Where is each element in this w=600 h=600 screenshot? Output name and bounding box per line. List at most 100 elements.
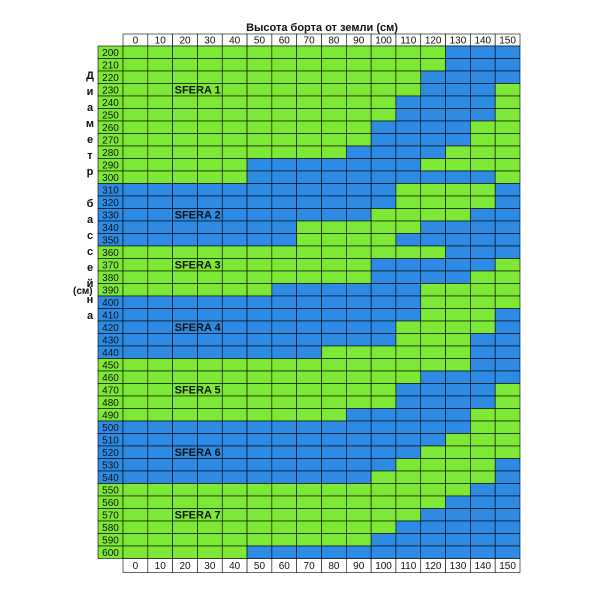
cell xyxy=(122,308,149,322)
zone-label: SFERA 7 xyxy=(175,510,221,522)
cell xyxy=(420,183,446,197)
cell xyxy=(346,58,372,72)
cell xyxy=(445,458,471,472)
cell xyxy=(147,158,173,172)
cell xyxy=(271,220,297,234)
cell xyxy=(395,45,422,59)
cell xyxy=(420,158,446,172)
cell xyxy=(494,170,521,184)
cell xyxy=(445,308,471,322)
cell xyxy=(296,520,322,534)
cell xyxy=(147,208,173,222)
cell xyxy=(395,95,422,109)
cell xyxy=(122,458,149,472)
cell xyxy=(172,158,198,172)
cell xyxy=(221,445,248,459)
cell xyxy=(445,358,471,372)
title: Высота борта от земли (см) xyxy=(246,22,398,34)
cell xyxy=(445,320,471,334)
cell xyxy=(122,420,149,434)
cell xyxy=(494,233,521,247)
cell xyxy=(122,295,149,309)
cell xyxy=(470,58,496,72)
cell xyxy=(494,470,521,484)
cell xyxy=(246,195,273,209)
cell xyxy=(271,295,297,309)
cell xyxy=(122,345,149,359)
cell xyxy=(122,270,149,284)
row-header: 500 xyxy=(102,423,119,434)
cell xyxy=(147,320,173,334)
cell xyxy=(296,258,322,272)
row-header: 430 xyxy=(102,335,119,346)
cell xyxy=(470,408,496,422)
cell xyxy=(494,408,521,422)
cell xyxy=(470,208,496,222)
cell xyxy=(370,70,397,84)
cell xyxy=(197,433,223,447)
cell xyxy=(271,458,297,472)
cell xyxy=(221,83,248,97)
cell xyxy=(420,533,446,547)
cell xyxy=(147,195,173,209)
column-header: 30 xyxy=(204,36,216,47)
cell xyxy=(147,220,173,234)
cell xyxy=(296,83,322,97)
cell xyxy=(221,320,248,334)
cell xyxy=(147,345,173,359)
cell xyxy=(494,183,521,197)
cell xyxy=(271,58,297,72)
cell xyxy=(346,245,372,259)
cell xyxy=(246,433,273,447)
row-header: 410 xyxy=(102,310,119,321)
cell xyxy=(221,395,248,409)
cell xyxy=(246,220,273,234)
cell xyxy=(197,220,223,234)
cell xyxy=(494,145,521,159)
cell xyxy=(420,320,446,334)
cell xyxy=(494,458,521,472)
cell xyxy=(221,483,248,497)
cell xyxy=(271,445,297,459)
cell xyxy=(221,308,248,322)
cell xyxy=(470,258,496,272)
cell xyxy=(172,408,198,422)
cell xyxy=(221,195,248,209)
cell xyxy=(296,545,322,559)
cell xyxy=(370,195,397,209)
cell xyxy=(420,370,446,384)
cell xyxy=(246,208,273,222)
cell xyxy=(494,120,521,134)
cell xyxy=(470,170,496,184)
cell xyxy=(296,45,322,59)
column-header: 130 xyxy=(450,36,467,47)
cell xyxy=(246,133,273,147)
column-header: 40 xyxy=(229,36,241,47)
cell xyxy=(147,45,173,59)
column-header: 150 xyxy=(499,36,516,47)
cell xyxy=(296,383,322,397)
cell xyxy=(470,283,496,297)
cell xyxy=(271,183,297,197)
cell xyxy=(395,333,422,347)
cell xyxy=(370,520,397,534)
cell xyxy=(147,108,173,122)
cell xyxy=(197,533,223,547)
cell xyxy=(470,370,496,384)
cell xyxy=(296,370,322,384)
cell xyxy=(445,420,471,434)
row-header: 230 xyxy=(102,85,119,96)
cell xyxy=(321,320,347,334)
cell xyxy=(494,45,521,59)
cell xyxy=(271,258,297,272)
cell xyxy=(494,545,521,559)
cell xyxy=(197,458,223,472)
cell xyxy=(172,220,198,234)
column-header: 120 xyxy=(425,36,442,47)
cell xyxy=(445,208,471,222)
column-header: 10 xyxy=(155,561,167,572)
cell xyxy=(370,445,397,459)
row-header: 240 xyxy=(102,98,119,109)
cell xyxy=(346,345,372,359)
cell xyxy=(147,120,173,134)
